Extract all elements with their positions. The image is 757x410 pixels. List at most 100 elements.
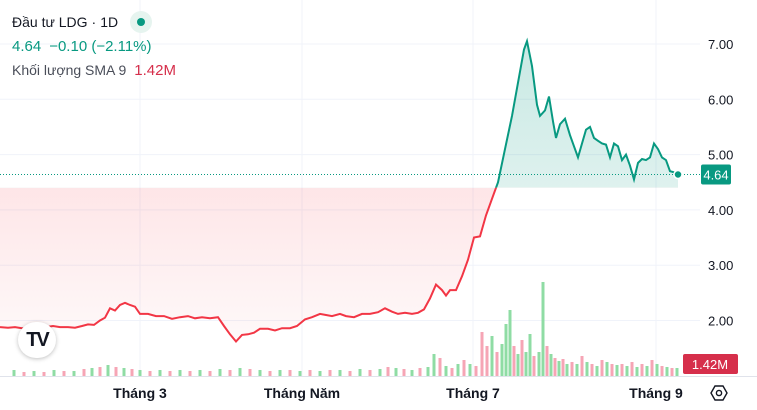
volume-bar [114,367,118,376]
legend-title-row: Đầu tư LDG · 1D [12,10,176,34]
volume-bar [42,372,46,376]
volume-bar [625,366,629,376]
volume-bar [288,370,292,376]
volume-bar [640,364,644,376]
volume-bar [545,346,549,376]
volume-bar [532,356,536,376]
volume-bar [600,360,604,376]
x-tick-label: Tháng 9 [629,385,683,401]
volume-bar [238,368,242,376]
y-tick-label: 7.00 [708,37,733,52]
volume-bar [575,364,579,376]
volume-bar [541,282,545,376]
volume-bar [198,370,202,376]
volume-bar [98,367,102,376]
volume-bar [485,346,489,376]
tradingview-logo-icon[interactable]: TV [18,322,56,358]
volume-bar [462,360,466,376]
volume-bar [665,367,669,376]
volume-bar [218,369,222,376]
volume-bar [278,370,282,376]
legend-price-row: 4.64 −0.10 (−2.11%) [12,34,176,58]
y-tick-label: 3.00 [708,258,733,273]
volume-bar [580,356,584,376]
volume-bar [178,370,182,376]
volume-bar [12,370,16,376]
interval-label[interactable]: 1D [100,14,119,30]
volume-bar [508,310,512,376]
volume-bar [605,362,609,376]
volume-bar [561,359,565,376]
volume-bar [402,369,406,376]
volume-bar [650,360,654,376]
last-price-label: 4.64 [703,168,728,183]
scale-settings-icon[interactable] [708,382,730,404]
y-tick-label: 4.00 [708,203,733,218]
volume-bar [660,366,664,376]
volume-bar [32,371,36,376]
volume-bar [635,367,639,376]
x-tick-label: Tháng Năm [264,385,340,401]
price-line-up [494,37,679,188]
volume-bar [615,365,619,376]
volume-bar [630,362,634,376]
volume-bar [394,368,398,376]
volume-bar [148,371,152,376]
volume-bar [500,344,504,376]
volume-bar [585,362,589,376]
volume-bar [438,358,442,376]
price-axis: 7.00 6.00 5.00 4.00 3.00 2.00 [708,37,733,329]
volume-bar [610,364,614,376]
volume-bar [495,352,499,376]
volume-bar [590,364,594,376]
volume-bar [338,370,342,376]
y-tick-label: 6.00 [708,92,733,107]
price-change: −0.10 (−2.11%) [49,37,152,55]
volume-bar [72,371,76,376]
volume-bar [106,365,110,376]
symbol-name[interactable]: Đầu tư LDG [12,14,88,30]
volume-bar [122,368,126,376]
volume-bar [645,366,649,376]
volume-bar [130,369,134,376]
time-axis: Tháng 3 Tháng Năm Tháng 7 Tháng 9 [0,376,757,401]
last-price-label-bg [701,164,731,185]
chart-areas [0,41,678,342]
volume-bar [490,336,494,376]
legend-volume-row[interactable]: Khối lượng SMA 9 1.42M [12,58,176,82]
volume-bar [228,370,232,376]
volume-bar [248,369,252,376]
price-line-down [0,187,498,344]
volume-bar [328,370,332,376]
x-tick-label: Tháng 3 [113,385,167,401]
volume-bar [450,368,454,376]
volume-bar [138,370,142,376]
volume-bar [348,371,352,376]
volume-indicator-value: 1.42M [134,61,176,79]
market-status-icon[interactable] [130,11,153,33]
volume-bar [188,371,192,376]
legend-separator: · [91,14,97,30]
volume-bar [549,354,553,376]
volume-bar [480,332,484,376]
volume-bar [512,346,516,376]
volume-bar [82,369,86,376]
down-area [0,187,678,342]
volume-bar [670,368,674,376]
volume-bar [368,370,372,376]
volume-bar [620,364,624,376]
volume-bar [516,354,520,376]
volume-bar [655,364,659,376]
volume-bar [524,352,528,376]
volume-bar [418,368,422,376]
volume-bar [675,368,679,376]
y-tick-label: 5.00 [708,148,733,163]
volume-bar [553,358,557,376]
volume-label-bg [683,354,738,374]
volume-bar [378,369,382,376]
volume-bar [444,366,448,376]
volume-bar [468,364,472,376]
volume-bar [90,368,94,376]
volume-bar [62,371,66,376]
